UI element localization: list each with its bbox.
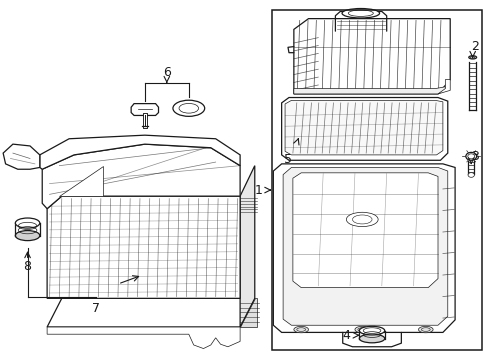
Ellipse shape	[294, 326, 309, 333]
Ellipse shape	[15, 230, 40, 240]
Polygon shape	[294, 87, 445, 94]
Ellipse shape	[179, 103, 198, 113]
Polygon shape	[293, 173, 438, 288]
Polygon shape	[47, 196, 240, 298]
Polygon shape	[438, 80, 450, 94]
Polygon shape	[131, 104, 159, 116]
Ellipse shape	[418, 326, 433, 333]
Polygon shape	[294, 19, 450, 94]
Polygon shape	[47, 298, 255, 327]
Polygon shape	[42, 144, 240, 209]
Text: 4: 4	[343, 329, 350, 342]
Ellipse shape	[466, 152, 477, 160]
Polygon shape	[3, 144, 40, 169]
Ellipse shape	[469, 56, 477, 59]
Polygon shape	[47, 327, 240, 348]
Ellipse shape	[173, 100, 205, 116]
Text: 1: 1	[255, 184, 263, 197]
Polygon shape	[40, 135, 240, 169]
Ellipse shape	[359, 334, 385, 343]
Polygon shape	[59, 166, 103, 196]
Text: 6: 6	[163, 66, 171, 79]
Polygon shape	[282, 98, 448, 160]
Text: 5: 5	[284, 153, 293, 166]
Ellipse shape	[359, 326, 385, 335]
Text: 7: 7	[92, 302, 100, 315]
Text: 3: 3	[471, 150, 479, 163]
Polygon shape	[273, 164, 455, 332]
Ellipse shape	[15, 218, 40, 228]
Ellipse shape	[346, 212, 378, 226]
Ellipse shape	[342, 9, 380, 18]
Text: 8: 8	[24, 260, 31, 273]
Polygon shape	[285, 100, 443, 155]
Polygon shape	[240, 166, 255, 327]
Ellipse shape	[355, 326, 369, 333]
Bar	[272, 10, 482, 350]
Polygon shape	[240, 298, 257, 327]
Ellipse shape	[468, 173, 474, 177]
Polygon shape	[283, 167, 448, 325]
Text: 2: 2	[471, 40, 479, 53]
